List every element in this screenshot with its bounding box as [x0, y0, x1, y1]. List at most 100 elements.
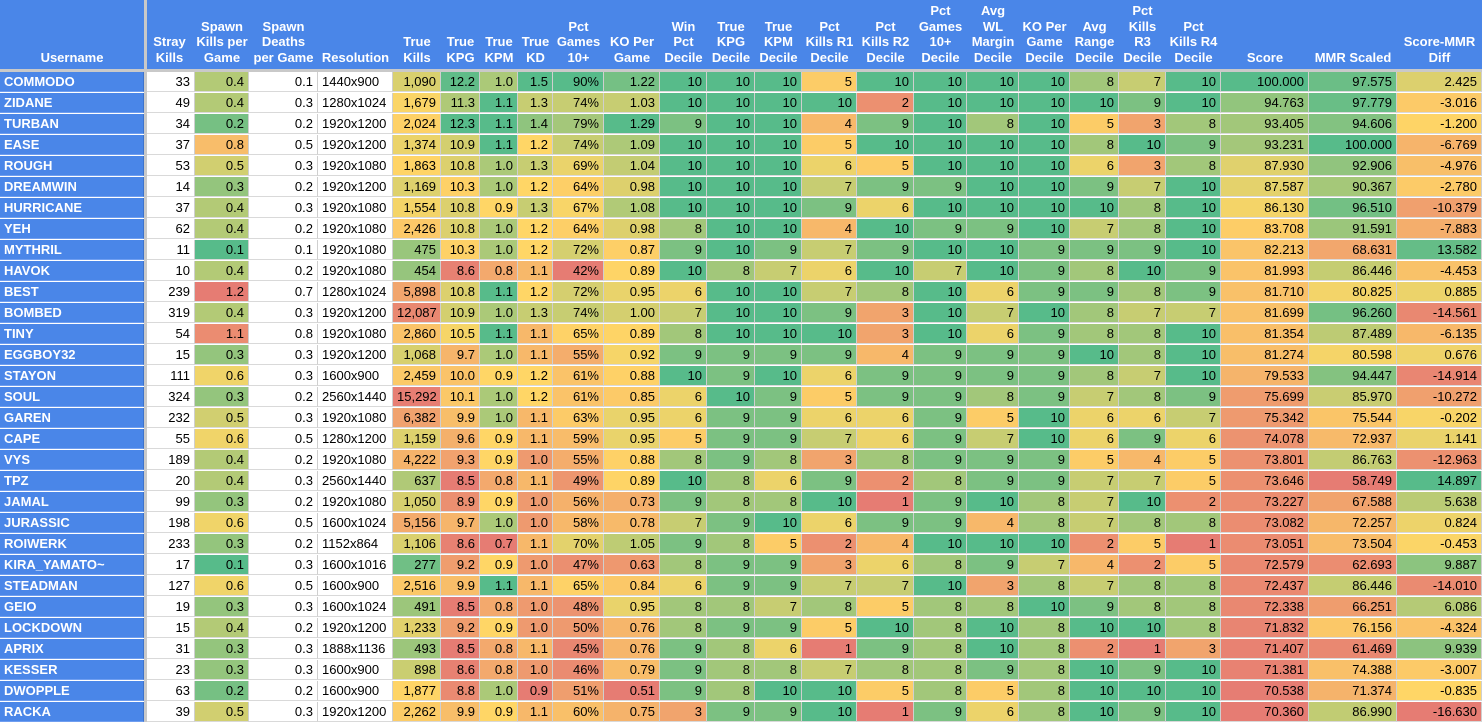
cell-kod[interactable]: 10	[1019, 198, 1070, 218]
cell-wld[interactable]: 10	[967, 534, 1019, 554]
cell-pg10[interactable]: 90%	[553, 72, 604, 92]
cell-kpm[interactable]: 1.0	[480, 387, 518, 407]
cell-kpgd[interactable]: 9	[707, 513, 755, 533]
username-cell[interactable]: STEADMAN	[0, 576, 144, 596]
cell-r3d[interactable]: 10	[1119, 618, 1166, 638]
username-cell[interactable]: COMMODO	[0, 72, 144, 92]
cell-spd[interactable]: 0.8	[249, 324, 318, 344]
cell-ko[interactable]: 0.88	[604, 450, 660, 470]
cell-stray[interactable]: 54	[144, 324, 195, 344]
cell-wld[interactable]: 8	[967, 597, 1019, 617]
cell-tk[interactable]: 2,024	[393, 114, 441, 134]
cell-r4d[interactable]: 10	[1166, 681, 1221, 701]
cell-winpd[interactable]: 10	[660, 471, 707, 491]
cell-diff[interactable]: -4.976	[1397, 156, 1482, 176]
cell-ko[interactable]: 0.88	[604, 366, 660, 386]
cell-stray[interactable]: 239	[144, 282, 195, 302]
cell-r2d[interactable]: 1	[857, 702, 914, 722]
cell-spk[interactable]: 1.1	[195, 324, 249, 344]
cell-r3d[interactable]: 2	[1119, 555, 1166, 575]
column-header-stray[interactable]: Stray Kills	[153, 34, 186, 65]
cell-r3d[interactable]: 1	[1119, 639, 1166, 659]
cell-r3d[interactable]: 3	[1119, 156, 1166, 176]
cell-mmr[interactable]: 73.504	[1309, 534, 1397, 554]
cell-r2d[interactable]: 8	[857, 660, 914, 680]
cell-rngd[interactable]: 6	[1070, 408, 1119, 428]
cell-r4d[interactable]: 10	[1166, 219, 1221, 239]
column-header-username[interactable]: Username	[40, 49, 104, 65]
cell-mmr[interactable]: 90.367	[1309, 177, 1397, 197]
cell-r2d[interactable]: 8	[857, 450, 914, 470]
cell-r3d[interactable]: 8	[1119, 282, 1166, 302]
cell-kd[interactable]: 1.0	[518, 555, 553, 575]
cell-spd[interactable]: 0.3	[249, 366, 318, 386]
cell-kd[interactable]: 1.2	[518, 135, 553, 155]
cell-mmr[interactable]: 76.156	[1309, 618, 1397, 638]
cell-spk[interactable]: 0.4	[195, 471, 249, 491]
cell-winpd[interactable]: 8	[660, 450, 707, 470]
cell-kpmd[interactable]: 9	[755, 387, 802, 407]
cell-r1d[interactable]: 9	[802, 198, 857, 218]
cell-diff[interactable]: -1.200	[1397, 114, 1482, 134]
cell-tk[interactable]: 5,156	[393, 513, 441, 533]
cell-mmr[interactable]: 86.763	[1309, 450, 1397, 470]
cell-score[interactable]: 87.930	[1221, 156, 1309, 176]
cell-tk[interactable]: 1,068	[393, 345, 441, 365]
cell-spk[interactable]: 1.2	[195, 282, 249, 302]
cell-kpmd[interactable]: 9	[755, 240, 802, 260]
cell-pg10[interactable]: 63%	[553, 408, 604, 428]
cell-g10d[interactable]: 8	[914, 597, 967, 617]
cell-kpmd[interactable]: 10	[755, 219, 802, 239]
cell-spd[interactable]: 0.2	[249, 387, 318, 407]
cell-kd[interactable]: 1.0	[518, 513, 553, 533]
cell-mmr[interactable]: 72.937	[1309, 429, 1397, 449]
username-cell[interactable]: JURASSIC	[0, 513, 144, 533]
cell-kpmd[interactable]: 10	[755, 72, 802, 92]
cell-score[interactable]: 87.587	[1221, 177, 1309, 197]
cell-tk[interactable]: 1,233	[393, 618, 441, 638]
cell-r1d[interactable]: 6	[802, 513, 857, 533]
cell-kod[interactable]: 9	[1019, 282, 1070, 302]
cell-r2d[interactable]: 8	[857, 282, 914, 302]
cell-kd[interactable]: 1.2	[518, 282, 553, 302]
cell-stray[interactable]: 324	[144, 387, 195, 407]
cell-kpmd[interactable]: 10	[755, 93, 802, 113]
cell-wld[interactable]: 9	[967, 660, 1019, 680]
cell-mmr[interactable]: 71.374	[1309, 681, 1397, 701]
cell-winpd[interactable]: 9	[660, 345, 707, 365]
cell-res[interactable]: 1920x1080	[318, 156, 393, 176]
cell-g10d[interactable]: 8	[914, 639, 967, 659]
cell-r4d[interactable]: 8	[1166, 513, 1221, 533]
cell-kpgd[interactable]: 10	[707, 282, 755, 302]
cell-score[interactable]: 81.354	[1221, 324, 1309, 344]
cell-tk[interactable]: 2,459	[393, 366, 441, 386]
cell-stray[interactable]: 111	[144, 366, 195, 386]
cell-kod[interactable]: 9	[1019, 240, 1070, 260]
cell-wld[interactable]: 5	[967, 408, 1019, 428]
cell-res[interactable]: 1920x1200	[318, 618, 393, 638]
cell-r2d[interactable]: 9	[857, 177, 914, 197]
column-header-kpg[interactable]: True KPG	[446, 34, 475, 65]
cell-kpgd[interactable]: 10	[707, 156, 755, 176]
cell-r3d[interactable]: 9	[1119, 93, 1166, 113]
cell-kpg[interactable]: 8.5	[441, 471, 480, 491]
cell-ko[interactable]: 1.29	[604, 114, 660, 134]
cell-ko[interactable]: 1.08	[604, 198, 660, 218]
cell-r4d[interactable]: 1	[1166, 534, 1221, 554]
column-header-winpd[interactable]: Win Pct Decile	[664, 18, 703, 65]
cell-g10d[interactable]: 10	[914, 135, 967, 155]
cell-r1d[interactable]: 5	[802, 72, 857, 92]
cell-winpd[interactable]: 6	[660, 576, 707, 596]
cell-spk[interactable]: 0.3	[195, 597, 249, 617]
cell-spk[interactable]: 0.3	[195, 534, 249, 554]
cell-kpg[interactable]: 10.9	[441, 135, 480, 155]
cell-wld[interactable]: 10	[967, 177, 1019, 197]
cell-kpmd[interactable]: 10	[755, 135, 802, 155]
cell-r1d[interactable]: 6	[802, 408, 857, 428]
cell-res[interactable]: 1920x1200	[318, 114, 393, 134]
cell-kpm[interactable]: 0.8	[480, 597, 518, 617]
column-header-kpgd[interactable]: True KPG Decile	[711, 18, 751, 65]
cell-res[interactable]: 1888x1136	[318, 639, 393, 659]
cell-r3d[interactable]: 7	[1119, 177, 1166, 197]
cell-res[interactable]: 1920x1080	[318, 240, 393, 260]
